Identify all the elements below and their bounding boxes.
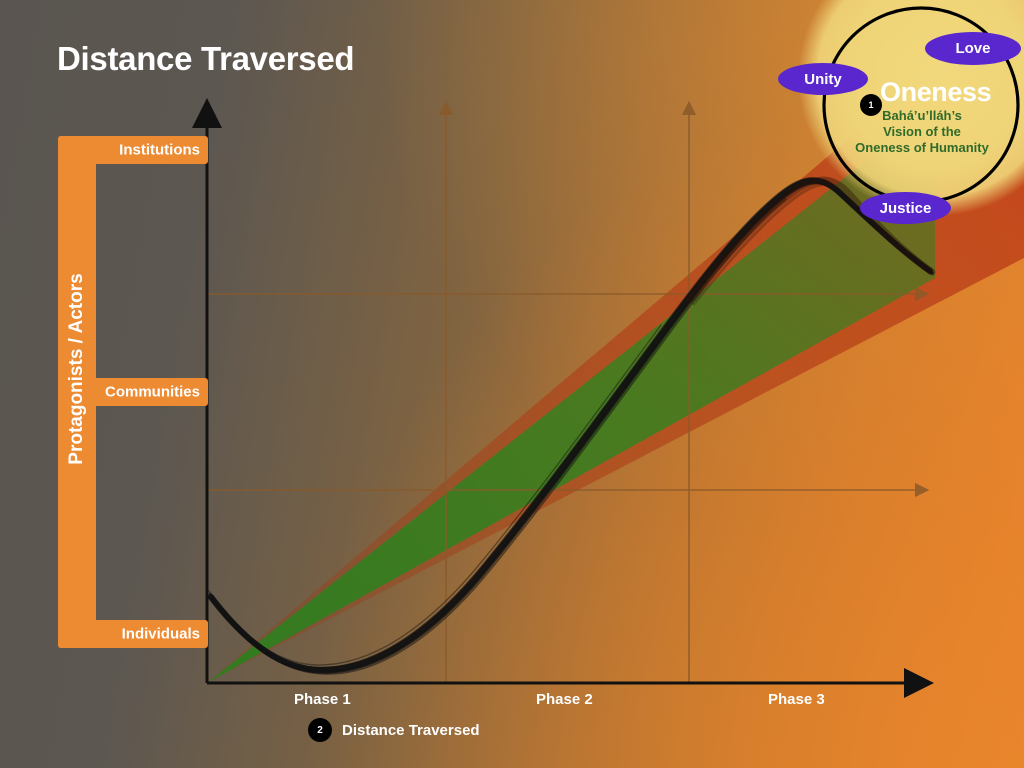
page-title: Distance Traversed <box>57 40 355 77</box>
pill-justice: Justice <box>860 192 951 224</box>
oneness-subtitle-line-1: Bahá’u’lláh’s <box>882 108 962 123</box>
oneness-callout: Unity Love Justice 1 Oneness Bahá’u’lláh… <box>0 0 1024 280</box>
oneness-subtitle: Bahá’u’lláh’s Vision of the Oneness of H… <box>845 108 999 156</box>
x-category-phase-2: Phase 2 <box>536 691 593 708</box>
oneness-badge: 1 <box>860 94 882 116</box>
distance-traversed-curve-tail <box>686 176 936 306</box>
x-category-phase-1: Phase 1 <box>294 691 351 708</box>
pill-unity: Unity <box>778 63 868 95</box>
pill-love-label: Love <box>955 40 991 57</box>
legend-label: Distance Traversed <box>342 721 480 739</box>
chart-legend: 2 Distance Traversed <box>308 718 480 742</box>
pill-unity-label: Unity <box>804 70 842 88</box>
grid-lines <box>207 100 930 683</box>
pill-love: Love <box>925 32 1021 65</box>
y-category-communities-label: Communities <box>104 383 200 401</box>
y-category-institutions-label: Institutions <box>119 141 200 159</box>
oneness-subtitle-line-3: Oneness of Humanity <box>855 140 989 155</box>
x-category-phase-3: Phase 3 <box>768 691 825 708</box>
y-category-institutions: Institutions <box>58 136 208 164</box>
oneness-title: Oneness <box>880 77 992 107</box>
y-category-individuals: Individuals <box>58 620 208 648</box>
pill-justice-label: Justice <box>879 199 932 217</box>
legend-badge: 2 <box>308 718 332 742</box>
oneness-subtitle-line-2: Vision of the <box>883 124 961 139</box>
wedge-green <box>207 106 935 683</box>
protagonists-bracket: Institutions Communities Individuals Pro… <box>58 136 208 648</box>
distance-traversed-curve <box>208 177 934 675</box>
y-category-communities: Communities <box>58 378 208 406</box>
wedge-red <box>207 0 1024 683</box>
y-category-individuals-label: Individuals <box>121 625 200 643</box>
